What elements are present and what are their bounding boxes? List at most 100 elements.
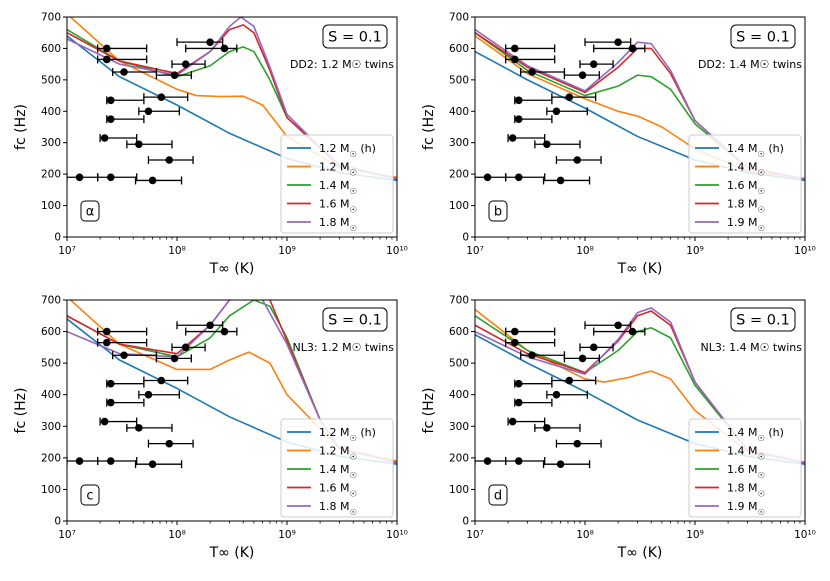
x-tick-label: 10⁹ <box>686 529 704 541</box>
s-label-box <box>730 24 796 49</box>
legend-label-2: 1.4 M☉ <box>319 463 357 480</box>
data-point-12 <box>573 156 582 164</box>
y-tick-label: 500 <box>449 358 469 370</box>
data-point-13 <box>578 354 587 363</box>
y-tick-label: 400 <box>41 106 61 118</box>
x-tick-label: 10⁷ <box>466 529 484 541</box>
legend-label-3: 1.6 M☉ <box>319 482 357 499</box>
data-point-4 <box>106 115 115 123</box>
data-point-14 <box>589 343 598 352</box>
s-label-box <box>730 307 796 332</box>
s-label: S = 0.1 <box>736 313 790 329</box>
legend-label-1: 1.4 M☉ <box>727 445 765 462</box>
plot-frame <box>474 16 806 238</box>
legend-label-1: 1.2 M☉ <box>319 445 357 462</box>
legend-label-2: 1.6 M☉ <box>727 179 765 196</box>
legend: 1.2 M☉ (h) 1.2 M☉1.4 M☉ 1.6 M☉1.8 M☉ <box>280 134 394 234</box>
y-axis-label: fc (Hz) <box>13 388 29 434</box>
data-point-6 <box>106 173 115 182</box>
legend-box <box>280 134 394 234</box>
y-axis-label: fc (Hz) <box>421 104 437 150</box>
data-point-6 <box>514 173 523 182</box>
legend: 1.4 M☉ (h) 1.4 M☉1.6 M☉ 1.8 M☉1.9 M☉ <box>688 418 802 518</box>
y-tick-label: 100 <box>41 484 61 496</box>
data-point-6 <box>514 457 523 465</box>
data-point-12 <box>165 156 174 164</box>
data-point-11 <box>157 93 166 101</box>
data-point-13 <box>170 71 179 79</box>
observations <box>67 38 238 185</box>
legend-box <box>688 418 802 518</box>
panel-letter: α <box>86 205 95 220</box>
series-line-4 <box>475 307 805 464</box>
legend-label-0: 1.4 M☉ (h) <box>727 426 784 443</box>
data-point-10 <box>148 176 157 185</box>
series-line-4 <box>67 17 397 180</box>
legend-label-2: 1.6 M☉ <box>727 463 765 480</box>
y-tick-label: 300 <box>41 421 61 433</box>
data-point-9 <box>144 390 153 399</box>
data-point-4 <box>514 115 523 123</box>
data-point-3 <box>106 96 115 105</box>
twins-label: NL3: 1.4 M☉ twins <box>701 341 803 354</box>
data-point-15 <box>614 38 622 46</box>
data-point-6 <box>106 457 115 465</box>
panels: 0 100 200 300 400 500 600 700 10⁷ 10⁸ 10⁹ 10¹⁰ T∞ (K… <box>13 12 816 562</box>
data-point-11 <box>565 93 574 101</box>
y-tick-label: 500 <box>41 74 61 86</box>
data-point-15 <box>614 321 622 330</box>
data-point-8 <box>135 140 143 149</box>
y-tick-label: 400 <box>41 389 61 401</box>
plot-frame <box>66 299 398 522</box>
y-tick-label: 700 <box>41 295 61 307</box>
y-tick-label: 700 <box>449 295 469 307</box>
x-tick-label: 10⁸ <box>576 529 594 541</box>
data-point-0 <box>483 173 492 182</box>
y-tick-label: 0 <box>462 232 469 244</box>
data-point-10 <box>148 460 157 468</box>
data-point-14 <box>589 60 598 68</box>
panel-letter: d <box>494 489 502 504</box>
x-tick-label: 10⁹ <box>278 529 296 541</box>
panel-letter-box <box>80 200 100 222</box>
y-tick-label: 600 <box>41 43 61 55</box>
legend-label-4: 1.9 M☉ <box>727 500 765 517</box>
data-point-11 <box>157 376 166 385</box>
legend-label-0: 1.2 M☉ (h) <box>319 426 376 443</box>
data-point-3 <box>106 379 115 388</box>
y-tick-label: 300 <box>449 421 469 433</box>
s-label: S = 0.1 <box>328 313 382 329</box>
data-point-1 <box>510 44 519 53</box>
y-tick-label: 0 <box>462 516 469 528</box>
data-point-12 <box>165 439 174 448</box>
data-point-3 <box>514 379 523 388</box>
data-point-7 <box>120 68 128 76</box>
data-point-16 <box>628 44 637 53</box>
plot-frame <box>66 16 398 238</box>
series-line-3 <box>67 24 397 180</box>
s-label-box <box>322 307 388 332</box>
data-point-15 <box>206 321 214 330</box>
y-tick-label: 700 <box>41 12 61 24</box>
panel-c: 0 100 200 300 400 500 600 700 10⁷ 10⁸ 10⁹ 10¹⁰ T∞ (K… <box>13 295 408 562</box>
legend-label-4: 1.9 M☉ <box>727 216 765 233</box>
data-point-4 <box>106 398 115 407</box>
data-point-4 <box>514 398 523 407</box>
x-tick-label: 10¹⁰ <box>386 529 408 541</box>
y-axis-label: fc (Hz) <box>13 104 29 150</box>
y-tick-label: 100 <box>449 200 469 212</box>
x-tick-label: 10⁹ <box>278 245 296 257</box>
legend-label-1: 1.4 M☉ <box>727 161 765 178</box>
panel-letter-box <box>80 484 100 506</box>
x-tick-label: 10⁸ <box>168 529 186 541</box>
s-label-box <box>322 24 388 49</box>
data-point-16 <box>628 327 637 336</box>
data-point-5 <box>508 417 517 426</box>
y-tick-label: 0 <box>54 516 61 528</box>
legend-box <box>688 134 802 234</box>
legend-label-3: 1.6 M☉ <box>319 198 357 215</box>
data-point-2 <box>102 338 111 347</box>
y-tick-label: 400 <box>449 106 469 118</box>
legend-label-3: 1.8 M☉ <box>727 482 765 499</box>
data-point-2 <box>510 338 519 347</box>
